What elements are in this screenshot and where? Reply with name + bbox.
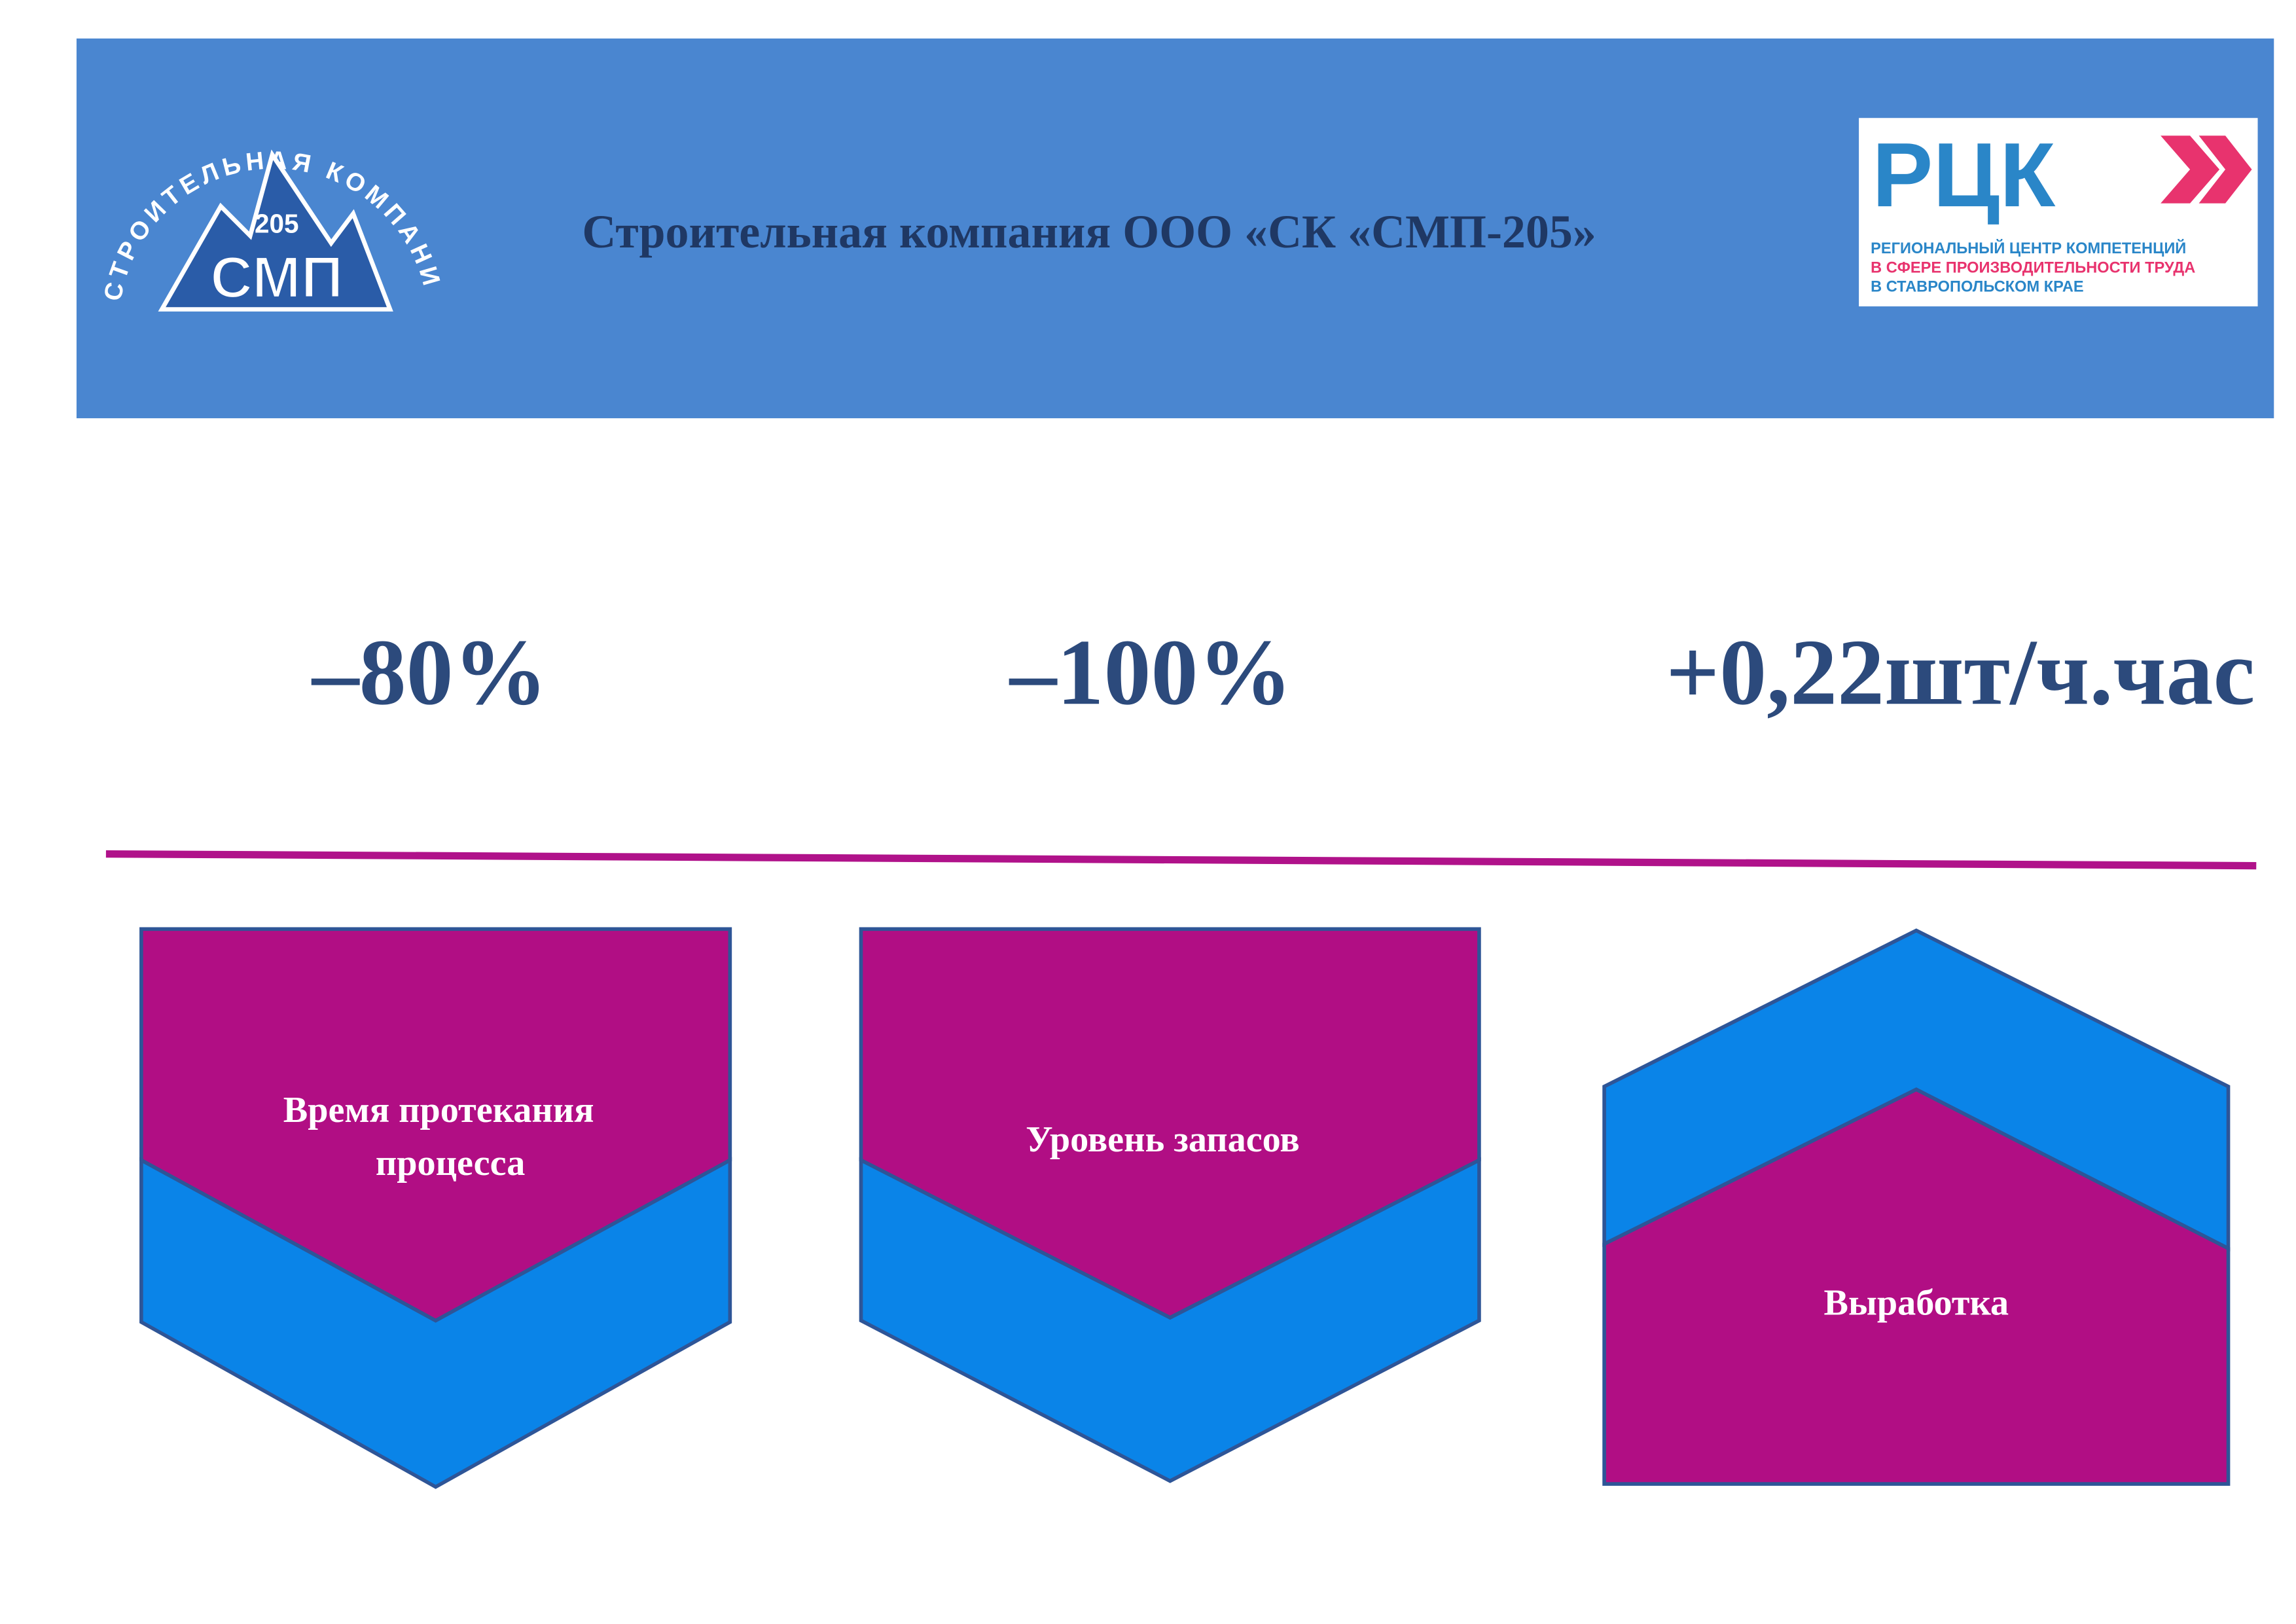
metric-label: процесса [376,1143,525,1183]
logo-mountain [158,149,393,312]
metric-label: Уровень запасов [1026,1119,1299,1160]
arrow-up-magenta [1602,1087,2231,1486]
rck-line: В СТАВРОПОЛЬСКОМ КРАЕ [1871,279,2084,296]
metric-value: +0,22шт/ч.час [1666,621,2255,725]
arrow-down-magenta [859,927,1481,1320]
divider [105,850,2257,870]
rck-line: В СФЕРЕ ПРОИЗВОДИТЕЛЬНОСТИ ТРУДА [1871,259,2195,276]
arrow-down-magenta [139,927,732,1323]
rck-name: РЦК [1872,124,2056,226]
metric-label: Выработка [1823,1282,2009,1323]
metric-value: –80% [312,621,548,725]
shapes [139,927,2231,1489]
rck-line: РЕГИОНАЛЬНЫЙ ЦЕНТР КОМПЕТЕНЦИЙ [1871,239,2186,257]
header-title: Строительная компания ООО «СК «СМП-205» [582,206,1596,258]
logo-name: СМП [210,245,343,311]
logo-number: 205 [255,209,299,239]
chevron [2198,135,2252,204]
rck-logo: РЦК РЕГИОНАЛЬНЫЙ ЦЕНТР КОМПЕТЕНЦИЙ В СФЕ… [1859,118,2258,307]
metric-value: –100% [1009,621,1293,725]
metric-label: Время протекания [283,1090,594,1130]
